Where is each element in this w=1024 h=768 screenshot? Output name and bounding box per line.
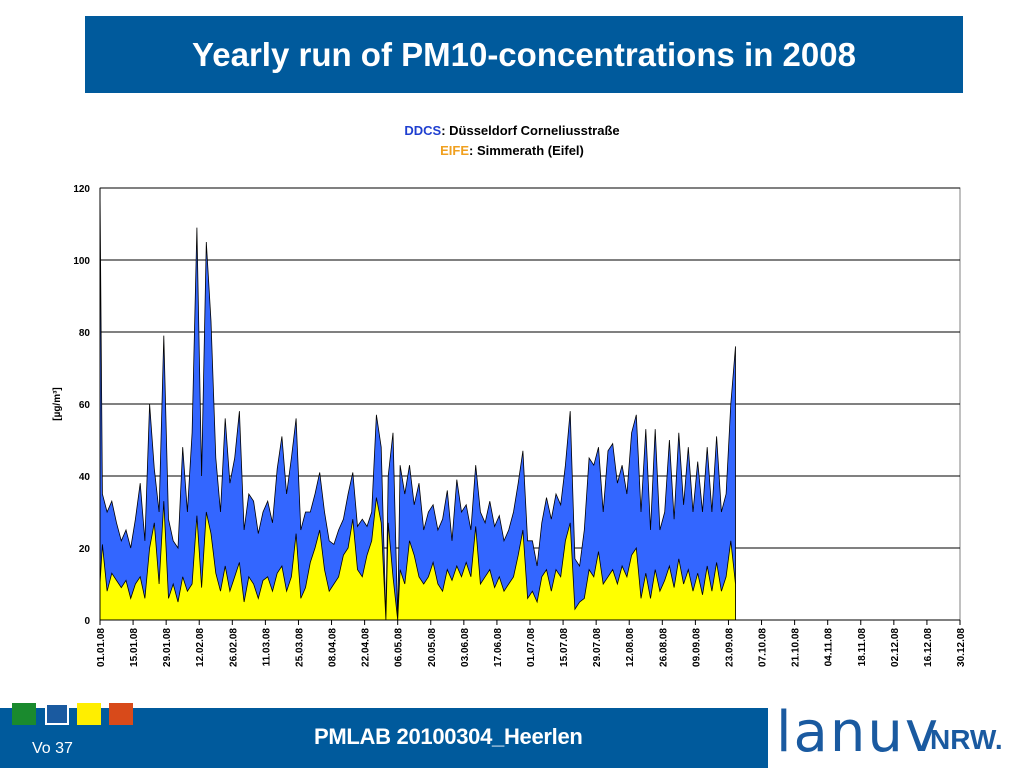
x-tick-label: 22.04.08 bbox=[361, 628, 372, 667]
x-tick-label: 12.02.08 bbox=[195, 628, 206, 667]
slide-title: Yearly run of PM10-concentrations in 200… bbox=[192, 35, 856, 73]
y-tick-label: 0 bbox=[84, 616, 90, 627]
x-tick-label: 20.05.08 bbox=[427, 628, 438, 667]
x-tick-label: 30.12.08 bbox=[956, 628, 967, 667]
title-bar: Yearly run of PM10-concentrations in 200… bbox=[85, 16, 963, 93]
x-tick-label: 15.01.08 bbox=[129, 628, 140, 667]
x-tick-label: 29.07.08 bbox=[592, 628, 603, 667]
x-tick-label: 06.05.08 bbox=[394, 628, 405, 667]
y-tick-label: 120 bbox=[73, 184, 90, 195]
x-tick-label: 15.07.08 bbox=[559, 628, 570, 667]
logo-square-blue bbox=[45, 703, 69, 725]
series-area-eife bbox=[99, 497, 736, 621]
y-axis-label: [µg/m³] bbox=[52, 387, 63, 421]
logo-square-yellow bbox=[77, 703, 101, 725]
slide-number: Vo 37 bbox=[32, 740, 73, 757]
y-tick-label: 100 bbox=[73, 256, 90, 267]
x-tick-label: 08.04.08 bbox=[328, 628, 339, 667]
logo-square-green bbox=[12, 703, 36, 725]
x-tick-label: 04.11.08 bbox=[824, 628, 835, 667]
x-tick-label: 09.09.08 bbox=[691, 628, 702, 667]
pm10-chart: 0 20 40 60 80 100 120 [µg/m³] 01.01.08 15.01.08 29… bbox=[52, 184, 967, 667]
legend-label-ddcs: : Düsseldorf Corneliusstraße bbox=[441, 123, 620, 138]
x-tick-label: 01.01.08 bbox=[96, 628, 107, 667]
x-tick-label: 03.06.08 bbox=[460, 628, 471, 667]
x-tick-label: 12.08.08 bbox=[625, 628, 636, 667]
y-tick-label: 80 bbox=[79, 328, 91, 339]
logo-box bbox=[768, 708, 1024, 768]
x-tick-label: 02.12.08 bbox=[890, 628, 901, 667]
x-tick-label: 23.09.08 bbox=[724, 628, 735, 667]
legend-code-ddcs: DDCS bbox=[404, 123, 442, 138]
nrw-logo: NRW. bbox=[930, 724, 1003, 755]
x-tick-label: 21.10.08 bbox=[791, 628, 802, 667]
legend-line-ddcs: DDCS: Düsseldorf Corneliusstraße bbox=[0, 123, 1024, 138]
logo-square-red bbox=[109, 703, 133, 725]
x-tick-label: 01.07.08 bbox=[526, 628, 537, 667]
x-tick-label: 25.03.08 bbox=[294, 628, 305, 667]
x-tick-label: 26.02.08 bbox=[228, 628, 239, 667]
legend-line-eife: EIFE: Simmerath (Eifel) bbox=[0, 143, 1024, 158]
x-tick-label: 07.10.08 bbox=[758, 628, 769, 667]
x-tick-label: 18.11.08 bbox=[857, 628, 868, 667]
x-tick-label: 17.06.08 bbox=[493, 628, 504, 667]
x-tick-label: 11.03.08 bbox=[261, 628, 272, 667]
legend-label-eife: : Simmerath (Eifel) bbox=[469, 143, 584, 158]
y-tick-label: 40 bbox=[79, 472, 91, 483]
y-tick-label: 20 bbox=[79, 544, 91, 555]
x-tick-label: 29.01.08 bbox=[162, 628, 173, 667]
x-tick-label: 26.08.08 bbox=[658, 628, 669, 667]
lanuv-logo: lanuv bbox=[776, 700, 940, 765]
y-tick-label: 60 bbox=[79, 400, 91, 411]
footer-text: PMLAB 20100304_Heerlen bbox=[314, 724, 583, 749]
legend-code-eife: EIFE bbox=[440, 143, 470, 158]
x-tick-label: 16.12.08 bbox=[923, 628, 934, 667]
